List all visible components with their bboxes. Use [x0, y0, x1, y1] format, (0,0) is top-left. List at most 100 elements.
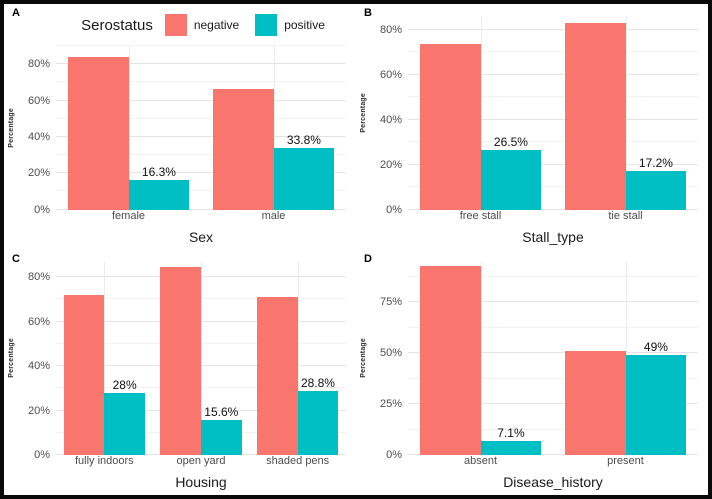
y-tick-label: 20% [27, 167, 50, 180]
bar-value-label: 33.8% [286, 133, 321, 148]
y-tick-label: 80% [27, 58, 50, 71]
top-spacer [356, 4, 708, 16]
gridline-minor [56, 190, 346, 192]
bar-negative [564, 351, 626, 455]
gridline-minor [56, 117, 346, 119]
plot-area: 7.1% 49% [408, 261, 698, 455]
panel-label-d: D [364, 252, 372, 265]
y-tick-label: 50% [379, 347, 402, 360]
x-tick-label: free stall [459, 209, 502, 222]
gridline-vertical [104, 261, 106, 455]
plot-area: 28% 15.6% 28.8% [56, 261, 346, 455]
bar-value-label: 49% [643, 340, 668, 355]
panel-label-c: C [12, 252, 20, 265]
x-axis-title: Housing [175, 474, 227, 490]
x-tick-label: male [261, 209, 286, 222]
legend-label-negative: negative [193, 18, 240, 32]
y-axis-title: Percentage [7, 338, 15, 379]
y-tick-label: 20% [27, 404, 50, 417]
plot-area: 26.5% 17.2% [408, 16, 698, 210]
panel-a: A Serostatus negative positive Percentag… [4, 4, 356, 250]
x-tick-label: tie stall [608, 209, 643, 222]
bar-value-label: 28.8% [300, 375, 335, 390]
x-axis-title: Disease_history [503, 474, 603, 490]
x-axis-ticks: female male [56, 210, 346, 226]
bar-group: 28.8% [249, 262, 346, 455]
x-tick-label: shaded pens [266, 455, 330, 467]
x-axis-ticks: absent present [408, 455, 698, 471]
panel-b: B Percentage 0% 20% 40% 60% 80% 26.5% 17.2% f… [356, 4, 708, 250]
y-axis-ticks: 0% 20% 40% 60% 80% [370, 16, 408, 216]
top-spacer [356, 250, 708, 262]
gridline-major [56, 135, 346, 137]
x-axis-ticks: free stall tie stall [408, 210, 698, 226]
gridline-major [408, 454, 698, 455]
bar-group: 7.1% [408, 262, 553, 455]
y-tick-label: 60% [27, 94, 50, 107]
y-tick-label: 0% [386, 449, 402, 461]
y-tick-label: 20% [379, 158, 402, 171]
panel-c: C Percentage 0% 20% 40% 60% 80% 28% 15.6% 28.8… [4, 249, 356, 495]
bar-positive: 15.6% [201, 405, 242, 455]
bar-positive: 33.8% [273, 133, 335, 210]
legend-title: Serostatus [81, 16, 153, 34]
gridline-vertical [273, 46, 275, 210]
bar-group: 49% [553, 262, 698, 455]
gridline-major [408, 163, 698, 165]
bar-positive: 28.8% [297, 376, 339, 455]
panel-d: D Percentage 0% 25% 50% 75% 7.1% 49% absent p… [356, 249, 708, 495]
bar-value-label: 16.3% [141, 164, 176, 179]
gridline-vertical [480, 16, 482, 210]
gridline-vertical [480, 261, 482, 455]
bar-group: 16.3% [56, 46, 201, 210]
legend-label-positive: positive [284, 18, 325, 32]
y-axis-title: Percentage [359, 92, 367, 133]
bar-negative [419, 44, 481, 210]
y-tick-label: 40% [27, 130, 50, 143]
gridline-major [56, 99, 346, 101]
gridline-minor [408, 51, 698, 52]
gridline-minor [56, 81, 346, 83]
gridline-minor [408, 428, 698, 430]
bar-positive: 26.5% [480, 135, 542, 210]
bar-positive: 17.2% [625, 156, 687, 210]
gridline-vertical [128, 46, 130, 210]
plot-area: 16.3% 33.8% [56, 45, 346, 210]
legend-swatch-negative-icon [164, 14, 187, 36]
gridline-minor [408, 377, 698, 379]
legend-item-positive: positive [255, 14, 325, 36]
x-tick-label: open yard [176, 455, 226, 467]
gridline-minor [408, 326, 698, 328]
x-axis-title: Sex [188, 228, 214, 245]
y-tick-label: 0% [386, 203, 402, 216]
bar-negative [564, 23, 626, 210]
gridline-major [408, 73, 698, 75]
bar-value-label: 7.1% [497, 425, 525, 440]
y-tick-label: 40% [379, 113, 402, 126]
gridline-vertical [297, 261, 299, 455]
y-tick-label: 0% [34, 449, 50, 461]
bar-group: 15.6% [153, 262, 250, 455]
panel-label-b: B [364, 7, 372, 19]
plot-row: Percentage 0% 20% 40% 60% 80% 16.3% 33.8% [4, 45, 346, 216]
bars-layer: 26.5% 17.2% [408, 16, 698, 210]
gridline-vertical [201, 261, 202, 455]
y-tick-label: 40% [27, 360, 50, 373]
bar-negative [257, 296, 298, 455]
bar-group: 17.2% [553, 16, 698, 210]
bar-positive: 16.3% [128, 165, 190, 210]
x-tick-label: present [607, 455, 644, 467]
bars-layer: 16.3% 33.8% [56, 46, 346, 210]
y-tick-label: 25% [379, 398, 402, 411]
bar-value-label: 15.6% [204, 405, 239, 420]
x-tick-label: absent [463, 455, 498, 467]
bar-value-label: 26.5% [493, 134, 528, 149]
legend-item-negative: negative [164, 14, 240, 36]
y-tick-label: 60% [379, 68, 402, 81]
plot-row: Percentage 0% 20% 40% 60% 80% 26.5% 17.2% [356, 16, 698, 216]
bar-negative [67, 57, 129, 210]
y-axis-ticks: 0% 25% 50% 75% [370, 262, 408, 461]
gridline-major [408, 352, 698, 354]
gridline-major [408, 28, 698, 30]
